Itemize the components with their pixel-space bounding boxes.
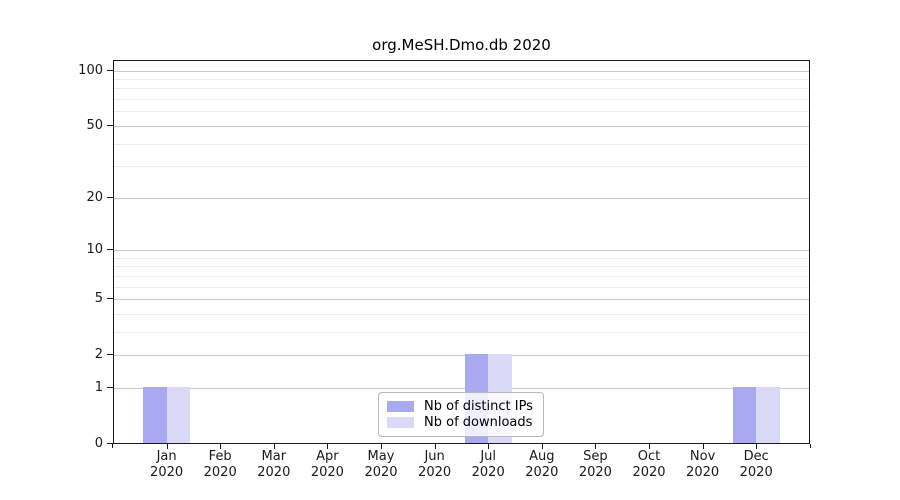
y-tick-label-5: 5 — [94, 291, 103, 307]
y-tick-mark-5 — [107, 298, 113, 300]
x-tick-month: Jun — [424, 449, 445, 464]
y-tick-mark-20 — [107, 196, 113, 198]
x-tick-month: Jul — [480, 449, 497, 464]
x-tick-year: 2020 — [739, 465, 773, 480]
y-tick-mark-100 — [107, 69, 113, 71]
gridline-minor-30 — [114, 166, 809, 168]
x-tick-month: Jan — [156, 449, 177, 464]
x-tick-year: 2020 — [418, 465, 452, 480]
x-axis-edge-tick-right — [810, 444, 811, 448]
x-tick-year: 2020 — [632, 465, 666, 480]
x-tick-label-oct: Oct 2020 — [621, 449, 677, 481]
gridline-major-10 — [114, 249, 809, 251]
gridline-major-2 — [114, 355, 809, 357]
x-tick-year: 2020 — [310, 465, 344, 480]
x-tick-month: Aug — [529, 449, 555, 464]
y-tick-label-10: 10 — [86, 241, 103, 257]
y-tick-mark-50 — [107, 124, 113, 126]
x-tick-month: Mar — [261, 449, 287, 464]
x-tick-label-dec: Dec 2020 — [728, 449, 784, 481]
y-tick-label-100: 100 — [78, 62, 103, 78]
x-tick-mark-oct — [649, 444, 650, 449]
x-tick-month: Sep — [583, 449, 608, 464]
y-tick-label-1: 1 — [94, 379, 103, 395]
legend: Nb of distinct IPs Nb of downloads — [378, 392, 544, 437]
x-tick-mark-feb — [220, 444, 222, 449]
x-tick-year: 2020 — [525, 465, 559, 480]
plot-area — [113, 60, 810, 444]
bar-nb-of-downloads-jan — [166, 386, 190, 443]
gridline-major-1 — [114, 387, 809, 389]
x-tick-label-may: May 2020 — [353, 449, 409, 481]
gridline-minor-9 — [114, 257, 809, 259]
x-tick-year: 2020 — [578, 465, 612, 480]
x-tick-month: Feb — [208, 449, 232, 464]
y-tick-label-2: 2 — [94, 347, 103, 363]
x-tick-label-jan: Jan 2020 — [139, 449, 195, 481]
y-tick-label-0: 0 — [94, 436, 103, 451]
x-tick-mark-sep — [595, 444, 597, 449]
x-tick-mark-jul — [488, 444, 490, 449]
legend-item-downloads: Nb of downloads — [387, 415, 534, 430]
gridline-minor-3 — [114, 331, 809, 333]
x-tick-mark-aug — [541, 444, 543, 449]
gridline-major-5 — [114, 299, 809, 301]
gridline-minor-70 — [114, 99, 809, 101]
x-tick-label-mar: Mar 2020 — [246, 449, 302, 481]
x-tick-mark-jun — [434, 444, 436, 449]
gridline-minor-8 — [114, 266, 809, 268]
y-tick-label-50: 50 — [86, 117, 103, 133]
x-tick-mark-dec — [756, 444, 758, 449]
gridline-major-50 — [114, 125, 809, 127]
x-tick-mark-nov — [702, 444, 704, 449]
y-tick-label-20: 20 — [86, 189, 103, 205]
x-tick-month: Oct — [637, 449, 661, 464]
gridline-minor-4 — [114, 313, 809, 315]
bar-nb-of-downloads-dec — [756, 386, 780, 443]
x-tick-year: 2020 — [686, 465, 720, 480]
y-tick-mark-1 — [107, 386, 113, 388]
gridline-minor-7 — [114, 275, 809, 277]
x-tick-year: 2020 — [471, 465, 505, 480]
legend-label-downloads: Nb of downloads — [424, 415, 533, 431]
gridline-minor-90 — [114, 79, 809, 81]
gridline-minor-60 — [114, 111, 809, 113]
x-tick-year: 2020 — [150, 465, 184, 480]
x-tick-label-feb: Feb 2020 — [192, 449, 248, 481]
x-tick-year: 2020 — [203, 465, 237, 480]
legend-item-distinct-ips: Nb of distinct IPs — [387, 399, 534, 414]
x-tick-month: May — [367, 449, 395, 464]
x-tick-month: Nov — [689, 449, 716, 464]
gridline-major-20 — [114, 197, 809, 199]
x-tick-label-jul: Jul 2020 — [460, 449, 516, 481]
x-tick-year: 2020 — [364, 465, 398, 480]
y-tick-mark-2 — [107, 354, 113, 356]
gridline-major-100 — [114, 70, 809, 72]
x-tick-label-jun: Jun 2020 — [407, 449, 463, 481]
x-axis-edge-tick-left — [112, 444, 113, 448]
gridline-minor-6 — [114, 286, 809, 288]
x-tick-mark-apr — [327, 444, 329, 449]
y-tick-mark-10 — [107, 248, 113, 250]
x-tick-mark-may — [381, 444, 382, 449]
x-tick-label-apr: Apr 2020 — [299, 449, 355, 481]
x-tick-label-nov: Nov 2020 — [675, 449, 731, 481]
chart-title: org.MeSH.Dmo.db 2020 — [372, 36, 551, 54]
bar-nb-of-distinct-ips-dec — [732, 386, 757, 443]
x-tick-label-sep: Sep 2020 — [567, 449, 623, 481]
bar-nb-of-distinct-ips-jan — [143, 386, 167, 443]
x-tick-mark-mar — [273, 444, 275, 449]
legend-swatch-downloads — [387, 417, 414, 429]
x-tick-mark-jan — [166, 444, 168, 449]
x-tick-label-aug: Aug 2020 — [514, 449, 570, 481]
gridline-minor-80 — [114, 88, 809, 90]
x-tick-month: Dec — [743, 449, 769, 464]
gridline-minor-40 — [114, 143, 809, 145]
x-tick-year: 2020 — [257, 465, 291, 480]
legend-label-distinct-ips: Nb of distinct IPs — [424, 398, 533, 414]
y-tick-mark-0 — [107, 443, 113, 444]
x-tick-month: Apr — [316, 449, 339, 464]
legend-swatch-distinct-ips — [387, 400, 414, 412]
